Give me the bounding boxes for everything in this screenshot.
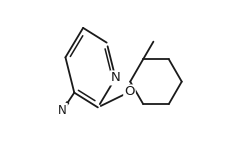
Text: N: N bbox=[111, 71, 120, 84]
Text: N: N bbox=[58, 104, 67, 117]
Text: O: O bbox=[124, 85, 135, 98]
